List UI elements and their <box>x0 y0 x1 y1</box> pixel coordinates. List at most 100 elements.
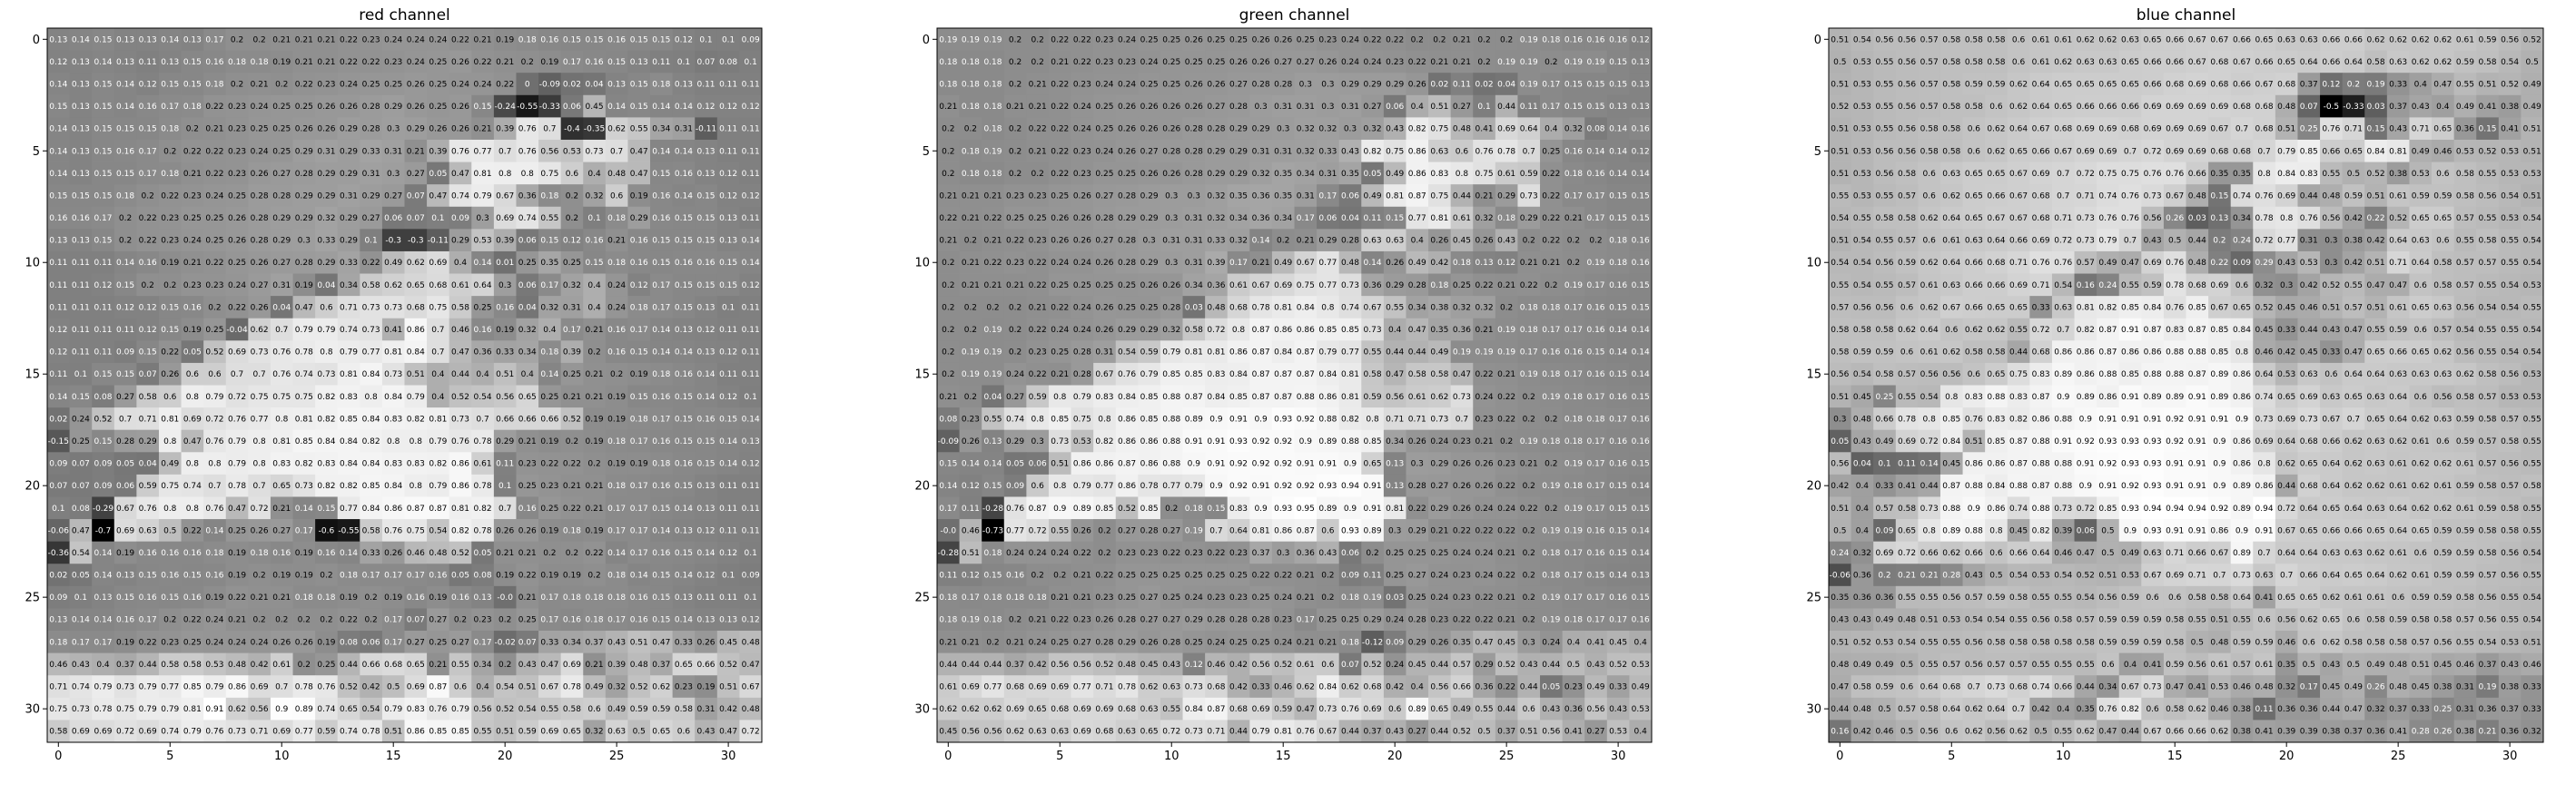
cell-value-label: 0.22 <box>1073 58 1091 67</box>
cell-value-label: 0.27 <box>1408 572 1426 581</box>
cell-value-label: 0.12 <box>49 58 67 67</box>
cell-value-label: 0.86 <box>1095 460 1113 469</box>
cell-value-label: 0.76 <box>2121 214 2139 223</box>
cell-value-label: 0.35 <box>540 259 558 268</box>
cell-value-label: 0.1 <box>52 505 64 514</box>
cell-value-label: 0.16 <box>652 482 670 491</box>
cell-value-label: 0.22 <box>1408 58 1426 67</box>
cell-value-label: 0.15 <box>1632 505 1650 514</box>
cell-value-label: 0.52 <box>1609 661 1627 670</box>
cell-value-label: 0.36 <box>1207 281 1225 290</box>
cell-value-label: 0.44 <box>939 661 957 670</box>
cell-value-label: 0.27 <box>1073 638 1091 647</box>
cell-value-label: 0.63 <box>1029 728 1047 737</box>
cell-value-label: 0.41 <box>2501 125 2519 134</box>
cell-value-label: 0.46 <box>1207 661 1225 670</box>
heatmap-cell <box>315 50 339 74</box>
cell-value-label: 0.7 <box>2057 191 2069 201</box>
cell-value-label: 0.78 <box>362 728 380 737</box>
cell-value-label: 0.22 <box>1497 572 1515 581</box>
cell-value-label: 0.52 <box>496 705 514 714</box>
cell-value-label: 0.16 <box>652 393 670 402</box>
cell-value-label: 0.13 <box>719 214 737 223</box>
cell-value-label: 0.16 <box>1632 415 1650 424</box>
cell-value-label: 0.6 <box>208 370 222 379</box>
cell-value-label: 0.23 <box>1453 593 1471 603</box>
cell-value-label: 0.18 <box>939 593 957 603</box>
cell-value-label: 0.14 <box>49 125 67 134</box>
cell-value-label: 0.71 <box>2412 125 2430 134</box>
cell-value-label: 0.85 <box>2121 303 2139 312</box>
cell-value-label: 0.62 <box>2433 58 2452 67</box>
cell-value-label: 0.73 <box>2077 237 2095 246</box>
cell-value-label: 0.25 <box>272 147 291 156</box>
heatmap-cell <box>292 28 316 51</box>
cell-value-label: 0.59 <box>1520 170 1538 179</box>
cell-value-label: 0.26 <box>1051 214 1069 223</box>
cell-value-label: 0.19 <box>228 549 246 558</box>
cell-value-label: 0.61 <box>474 460 492 469</box>
cell-value-label: 0.33 <box>362 549 380 558</box>
cell-value-label: 0.81 <box>1185 348 1203 358</box>
cell-value-label: 0.18 <box>1564 437 1583 446</box>
cell-value-label: 0.55 <box>2501 259 2519 268</box>
cell-value-label: 0.2 <box>1523 393 1535 402</box>
cell-value-label: 0.76 <box>429 705 447 714</box>
cell-value-label: 0.28 <box>1408 281 1426 290</box>
cell-value-label: 0.6 <box>186 370 200 379</box>
cell-value-label: 0.6 <box>1321 661 1335 670</box>
cell-value-label: 0.52 <box>630 683 648 692</box>
cell-value-label: 0.69 <box>2166 103 2184 112</box>
cell-value-label: 0.81 <box>1386 505 1404 514</box>
cell-value-label: 0.69 <box>2098 147 2117 156</box>
cell-value-label: 0.25 <box>429 103 447 112</box>
cell-value-label: 0.79 <box>317 326 335 335</box>
cell-value-label: 0.69 <box>2210 103 2228 112</box>
cell-value-label: 0.13 <box>719 616 737 625</box>
cell-value-label: 0.42 <box>2367 237 2385 246</box>
cell-value-label: 0.19 <box>1586 58 1604 67</box>
cell-value-label: 0.12 <box>1185 661 1203 670</box>
cell-value-label: 0.14 <box>72 616 90 625</box>
cell-value-label: -0.02 <box>495 638 516 647</box>
cell-value-label: 0.21 <box>1297 638 1315 647</box>
cell-value-label: 0.26 <box>1073 214 1091 223</box>
cell-value-label: 0.47 <box>72 526 90 535</box>
cell-value-label: 0.18 <box>1609 237 1627 246</box>
cell-value-label: 0.14 <box>1632 370 1650 379</box>
cell-value-label: 0.11 <box>719 482 737 491</box>
cell-value-label: 0.14 <box>1609 326 1627 335</box>
cell-value-label: 0.81 <box>1341 370 1359 379</box>
cell-value-label: 0.18 <box>1564 482 1583 491</box>
cell-value-label: 0.25 <box>1252 593 1270 603</box>
heatmap-cell <box>493 28 517 51</box>
cell-value-label: 0.58 <box>1920 125 1939 134</box>
cell-value-label: 0.21 <box>607 237 626 246</box>
cell-value-label: 0.22 <box>1497 526 1515 535</box>
cell-value-label: 0.88 <box>1297 393 1315 402</box>
cell-value-label: 0.52 <box>1453 728 1471 737</box>
cell-value-label: 0.56 <box>1386 393 1404 402</box>
cell-value-label: 0.57 <box>1920 35 1939 44</box>
cell-value-label: 0.25 <box>540 393 558 402</box>
cell-value-label: 0.59 <box>1364 393 1382 402</box>
cell-value-label: 0.15 <box>94 191 112 201</box>
cell-value-label: 0.57 <box>1920 103 1939 112</box>
cell-value-label: 0.43 <box>1609 705 1627 714</box>
cell-value-label: 0.85 <box>1229 393 1248 402</box>
cell-value-label: 0.11 <box>719 326 737 335</box>
cell-value-label: 0.62 <box>2077 35 2095 44</box>
cell-value-label: 0.15 <box>116 593 134 603</box>
cell-value-label: 0.76 <box>518 147 537 156</box>
heatmap-cell <box>449 50 472 74</box>
cell-value-label: 0.79 <box>139 705 157 714</box>
cell-value-label: 0.69 <box>183 415 202 424</box>
cell-value-label: 0.21 <box>496 549 514 558</box>
cell-value-label: 0.44 <box>2300 191 2318 201</box>
cell-value-label: 0.76 <box>1006 505 1024 514</box>
cell-value-label: 0.69 <box>2032 170 2050 179</box>
cell-value-label: 0.41 <box>1564 728 1583 737</box>
cell-value-label: 0.25 <box>1118 593 1136 603</box>
cell-value-label: 0.65 <box>1965 191 1983 201</box>
cell-value-label: 0.48 <box>2188 191 2206 201</box>
